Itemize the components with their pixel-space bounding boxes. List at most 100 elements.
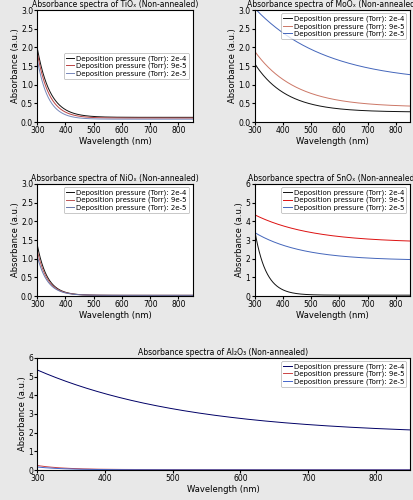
Legend: Deposition pressure (Torr): 2e-4, Deposition pressure (Torr): 9e-5, Deposition p: Deposition pressure (Torr): 2e-4, Deposi… — [64, 188, 189, 213]
Deposition pressure (Torr): 2e-4: (850, 0.02): 2e-4: (850, 0.02) — [190, 292, 195, 298]
Deposition pressure (Torr): 9e-5: (714, 0.02): 9e-5: (714, 0.02) — [315, 466, 320, 472]
Line: Deposition pressure (Torr): 2e-4: Deposition pressure (Torr): 2e-4 — [37, 370, 409, 430]
Deposition pressure (Torr): 2e-5: (624, 1.6): 2e-5: (624, 1.6) — [343, 60, 348, 66]
Deposition pressure (Torr): 2e-4: (441, 0.152): 2e-4: (441, 0.152) — [291, 290, 296, 296]
Title: Absorbance spectra of NiOₓ (Non-annealed): Absorbance spectra of NiOₓ (Non-annealed… — [31, 174, 198, 183]
Line: Deposition pressure (Torr): 9e-5: Deposition pressure (Torr): 9e-5 — [37, 250, 192, 296]
Line: Deposition pressure (Torr): 2e-4: Deposition pressure (Torr): 2e-4 — [254, 64, 409, 112]
Deposition pressure (Torr): 2e-5: (667, 2.07): 2e-5: (667, 2.07) — [355, 254, 360, 260]
Deposition pressure (Torr): 9e-5: (549, 3.28): 9e-5: (549, 3.28) — [322, 232, 327, 237]
Deposition pressure (Torr): 9e-5: (850, 0.02): 9e-5: (850, 0.02) — [406, 466, 411, 472]
Deposition pressure (Torr): 2e-4: (624, 0.131): 2e-4: (624, 0.131) — [126, 114, 131, 120]
Deposition pressure (Torr): 2e-4: (549, 0.408): 2e-4: (549, 0.408) — [322, 104, 327, 110]
Deposition pressure (Torr): 2e-5: (549, 0.021): 2e-5: (549, 0.021) — [105, 292, 110, 298]
Deposition pressure (Torr): 9e-5: (397, 0.279): 9e-5: (397, 0.279) — [62, 109, 67, 115]
Deposition pressure (Torr): 2e-4: (714, 0.301): 2e-4: (714, 0.301) — [368, 108, 373, 114]
Deposition pressure (Torr): 2e-4: (850, 0.05): 2e-4: (850, 0.05) — [406, 292, 411, 298]
Line: Deposition pressure (Torr): 2e-5: Deposition pressure (Torr): 2e-5 — [254, 10, 409, 74]
Deposition pressure (Torr): 2e-5: (850, 1.96): 2e-5: (850, 1.96) — [406, 256, 411, 262]
Deposition pressure (Torr): 2e-5: (300, 1.68): 2e-5: (300, 1.68) — [35, 56, 40, 62]
Deposition pressure (Torr): 2e-4: (624, 2.66): 2e-4: (624, 2.66) — [254, 417, 259, 423]
Legend: Deposition pressure (Torr): 2e-4, Deposition pressure (Torr): 9e-5, Deposition p: Deposition pressure (Torr): 2e-4, Deposi… — [280, 362, 406, 387]
Deposition pressure (Torr): 9e-5: (850, 0.432): 9e-5: (850, 0.432) — [406, 103, 411, 109]
Deposition pressure (Torr): 2e-4: (300, 3.55): 2e-4: (300, 3.55) — [252, 226, 256, 232]
Deposition pressure (Torr): 2e-5: (624, 2.11): 2e-5: (624, 2.11) — [343, 254, 348, 260]
Deposition pressure (Torr): 2e-5: (300, 0.16): 2e-5: (300, 0.16) — [35, 464, 40, 470]
Deposition pressure (Torr): 2e-5: (300, 3): 2e-5: (300, 3) — [252, 7, 256, 13]
Deposition pressure (Torr): 2e-5: (441, 2.19): 2e-5: (441, 2.19) — [291, 38, 296, 44]
Deposition pressure (Torr): 2e-5: (549, 0.0825): 2e-5: (549, 0.0825) — [105, 116, 110, 122]
Deposition pressure (Torr): 2e-4: (714, 0.0501): 2e-4: (714, 0.0501) — [368, 292, 373, 298]
Deposition pressure (Torr): 2e-5: (397, 0.207): 2e-5: (397, 0.207) — [62, 112, 67, 117]
X-axis label: Wavelength (nm): Wavelength (nm) — [187, 484, 259, 494]
Deposition pressure (Torr): 9e-5: (624, 0.0201): 9e-5: (624, 0.0201) — [254, 466, 259, 472]
Deposition pressure (Torr): 2e-4: (441, 0.212): 2e-4: (441, 0.212) — [74, 112, 79, 117]
Y-axis label: Absorbance (a.u.): Absorbance (a.u.) — [11, 28, 19, 104]
Deposition pressure (Torr): 2e-4: (549, 0.057): 2e-4: (549, 0.057) — [322, 292, 327, 298]
Deposition pressure (Torr): 2e-5: (397, 0.0888): 2e-5: (397, 0.0888) — [62, 290, 67, 296]
Deposition pressure (Torr): 9e-5: (549, 0.663): 9e-5: (549, 0.663) — [322, 94, 327, 100]
Deposition pressure (Torr): 2e-5: (850, 0.01): 2e-5: (850, 0.01) — [406, 467, 411, 473]
Deposition pressure (Torr): 2e-5: (850, 0.08): 2e-5: (850, 0.08) — [190, 116, 195, 122]
Deposition pressure (Torr): 2e-4: (441, 0.634): 2e-4: (441, 0.634) — [291, 96, 296, 102]
Deposition pressure (Torr): 9e-5: (667, 0.02): 9e-5: (667, 0.02) — [283, 466, 288, 472]
Deposition pressure (Torr): 2e-4: (441, 3.7): 2e-4: (441, 3.7) — [130, 398, 135, 404]
Deposition pressure (Torr): 2e-4: (714, 0.13): 2e-4: (714, 0.13) — [151, 114, 156, 120]
Line: Deposition pressure (Torr): 2e-5: Deposition pressure (Torr): 2e-5 — [254, 232, 409, 260]
Deposition pressure (Torr): 9e-5: (667, 0.02): 9e-5: (667, 0.02) — [138, 292, 143, 298]
Deposition pressure (Torr): 2e-4: (667, 0.318): 2e-4: (667, 0.318) — [355, 108, 360, 114]
Deposition pressure (Torr): 2e-4: (300, 1.98): 2e-4: (300, 1.98) — [35, 45, 40, 51]
Deposition pressure (Torr): 9e-5: (300, 0.24): 9e-5: (300, 0.24) — [35, 462, 40, 468]
Deposition pressure (Torr): 2e-4: (624, 0.34): 2e-4: (624, 0.34) — [343, 106, 348, 112]
Deposition pressure (Torr): 9e-5: (850, 0.02): 9e-5: (850, 0.02) — [190, 292, 195, 298]
Deposition pressure (Torr): 2e-4: (397, 0.108): 2e-4: (397, 0.108) — [62, 289, 67, 295]
Line: Deposition pressure (Torr): 2e-5: Deposition pressure (Torr): 2e-5 — [37, 60, 192, 119]
Deposition pressure (Torr): 2e-5: (667, 0.02): 2e-5: (667, 0.02) — [138, 292, 143, 298]
X-axis label: Wavelength (nm): Wavelength (nm) — [295, 137, 368, 146]
Deposition pressure (Torr): 2e-5: (714, 0.08): 2e-5: (714, 0.08) — [151, 116, 156, 122]
Deposition pressure (Torr): 9e-5: (300, 1.9): 9e-5: (300, 1.9) — [252, 48, 256, 54]
Deposition pressure (Torr): 2e-5: (549, 0.0103): 2e-5: (549, 0.0103) — [203, 467, 208, 473]
Deposition pressure (Torr): 9e-5: (714, 0.11): 9e-5: (714, 0.11) — [151, 115, 156, 121]
Deposition pressure (Torr): 9e-5: (441, 0.0264): 9e-5: (441, 0.0264) — [130, 466, 135, 472]
Deposition pressure (Torr): 2e-5: (397, 2.41): 2e-5: (397, 2.41) — [279, 30, 284, 36]
Line: Deposition pressure (Torr): 9e-5: Deposition pressure (Torr): 9e-5 — [254, 51, 409, 106]
Deposition pressure (Torr): 2e-4: (667, 0.02): 2e-4: (667, 0.02) — [138, 292, 143, 298]
Deposition pressure (Torr): 2e-4: (850, 0.13): 2e-4: (850, 0.13) — [190, 114, 195, 120]
Deposition pressure (Torr): 2e-5: (441, 0.04): 2e-5: (441, 0.04) — [74, 292, 79, 298]
Deposition pressure (Torr): 2e-4: (714, 0.02): 2e-4: (714, 0.02) — [151, 292, 156, 298]
Deposition pressure (Torr): 9e-5: (441, 0.169): 9e-5: (441, 0.169) — [74, 113, 79, 119]
Deposition pressure (Torr): 9e-5: (441, 0.957): 9e-5: (441, 0.957) — [291, 84, 296, 89]
Title: Absorbance spectra of TiOₓ (Non-annealed): Absorbance spectra of TiOₓ (Non-annealed… — [32, 0, 197, 9]
Y-axis label: Absorbance (a.u.): Absorbance (a.u.) — [228, 28, 236, 104]
Deposition pressure (Torr): 9e-5: (300, 4.35): 9e-5: (300, 4.35) — [252, 212, 256, 218]
Deposition pressure (Torr): 2e-5: (300, 3.4): 2e-5: (300, 3.4) — [252, 230, 256, 235]
Y-axis label: Absorbance (a.u.): Absorbance (a.u.) — [11, 202, 19, 278]
Line: Deposition pressure (Torr): 2e-4: Deposition pressure (Torr): 2e-4 — [37, 245, 192, 296]
Legend: Deposition pressure (Torr): 2e-4, Deposition pressure (Torr): 9e-5, Deposition p: Deposition pressure (Torr): 2e-4, Deposi… — [280, 188, 406, 213]
Deposition pressure (Torr): 9e-5: (667, 3.09): 9e-5: (667, 3.09) — [355, 236, 360, 242]
Deposition pressure (Torr): 9e-5: (441, 0.0429): 9e-5: (441, 0.0429) — [74, 292, 79, 298]
Deposition pressure (Torr): 2e-4: (300, 1.57): 2e-4: (300, 1.57) — [252, 60, 256, 66]
Deposition pressure (Torr): 2e-4: (397, 0.357): 2e-4: (397, 0.357) — [279, 286, 284, 292]
Deposition pressure (Torr): 2e-4: (667, 0.0504): 2e-4: (667, 0.0504) — [355, 292, 360, 298]
Deposition pressure (Torr): 2e-5: (397, 0.0232): 2e-5: (397, 0.0232) — [100, 466, 105, 472]
Line: Deposition pressure (Torr): 9e-5: Deposition pressure (Torr): 9e-5 — [37, 466, 409, 469]
Deposition pressure (Torr): 9e-5: (397, 0.0986): 9e-5: (397, 0.0986) — [62, 290, 67, 296]
Deposition pressure (Torr): 9e-5: (667, 0.11): 9e-5: (667, 0.11) — [138, 115, 143, 121]
Deposition pressure (Torr): 2e-5: (549, 1.79): 2e-5: (549, 1.79) — [322, 52, 327, 59]
Deposition pressure (Torr): 9e-5: (667, 0.515): 9e-5: (667, 0.515) — [355, 100, 360, 106]
Legend: Deposition pressure (Torr): 2e-4, Deposition pressure (Torr): 9e-5, Deposition p: Deposition pressure (Torr): 2e-4, Deposi… — [64, 53, 189, 79]
Title: Absorbance spectra of MoOₓ (Non-annealed): Absorbance spectra of MoOₓ (Non-annealed… — [246, 0, 413, 9]
Deposition pressure (Torr): 2e-5: (850, 1.27): 2e-5: (850, 1.27) — [406, 72, 411, 78]
Deposition pressure (Torr): 9e-5: (850, 2.95): 9e-5: (850, 2.95) — [406, 238, 411, 244]
Deposition pressure (Torr): 2e-5: (441, 0.12): 2e-5: (441, 0.12) — [74, 114, 79, 120]
Deposition pressure (Torr): 2e-4: (549, 0.0213): 2e-4: (549, 0.0213) — [105, 292, 110, 298]
Deposition pressure (Torr): 2e-4: (667, 2.52): 2e-4: (667, 2.52) — [283, 420, 288, 426]
Line: Deposition pressure (Torr): 2e-4: Deposition pressure (Torr): 2e-4 — [254, 230, 409, 295]
Deposition pressure (Torr): 2e-4: (714, 2.39): 2e-4: (714, 2.39) — [315, 422, 320, 428]
Deposition pressure (Torr): 9e-5: (624, 0.0201): 9e-5: (624, 0.0201) — [126, 292, 131, 298]
Deposition pressure (Torr): 9e-5: (714, 0.483): 9e-5: (714, 0.483) — [368, 101, 373, 107]
Deposition pressure (Torr): 2e-5: (441, 2.54): 2e-5: (441, 2.54) — [291, 246, 296, 252]
Deposition pressure (Torr): 9e-5: (850, 0.11): 9e-5: (850, 0.11) — [190, 115, 195, 121]
